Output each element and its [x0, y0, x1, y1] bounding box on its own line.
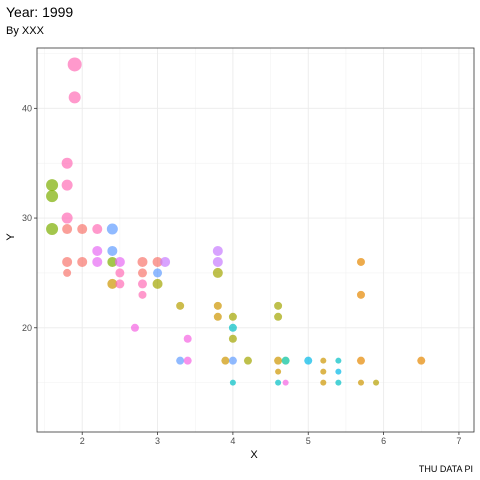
- data-point: [46, 190, 59, 203]
- data-point: [228, 323, 237, 332]
- chart-title: Year: 1999: [6, 4, 73, 20]
- data-point: [106, 223, 118, 235]
- data-point: [67, 57, 82, 72]
- data-point: [160, 256, 171, 267]
- data-point: [92, 245, 103, 256]
- data-point: [137, 268, 147, 278]
- data-point: [176, 356, 185, 365]
- data-point: [115, 279, 125, 289]
- data-point: [77, 256, 88, 267]
- grid-lines: [37, 48, 474, 432]
- data-point: [115, 268, 125, 278]
- data-point: [274, 356, 283, 365]
- data-point: [275, 379, 282, 386]
- data-point: [228, 334, 237, 343]
- data-point: [281, 356, 290, 365]
- data-point: [213, 312, 222, 321]
- data-point: [153, 268, 163, 278]
- data-point: [212, 245, 223, 256]
- data-point: [183, 334, 192, 343]
- x-axis-title: X: [250, 449, 258, 461]
- data-point: [61, 157, 73, 169]
- x-tick-label: 2: [80, 436, 85, 446]
- data-point: [212, 267, 223, 278]
- data-point: [213, 301, 222, 310]
- data-point: [320, 368, 327, 375]
- data-point: [77, 224, 88, 235]
- data-point: [176, 301, 185, 310]
- data-point: [152, 278, 163, 289]
- y-tick-label: 30: [22, 213, 32, 223]
- data-point: [138, 290, 147, 299]
- data-point: [373, 379, 380, 386]
- data-point: [335, 379, 342, 386]
- data-point: [62, 224, 73, 235]
- data-point: [130, 323, 139, 332]
- data-point: [417, 356, 426, 365]
- data-point: [212, 256, 223, 267]
- data-point: [228, 312, 237, 321]
- data-point: [107, 256, 118, 267]
- data-point: [183, 356, 192, 365]
- data-point: [282, 379, 289, 386]
- data-point: [62, 256, 73, 267]
- data-point: [61, 212, 73, 224]
- data-point: [357, 379, 364, 386]
- plot-panel-border: [36, 47, 475, 433]
- data-point: [275, 368, 282, 375]
- data-point: [107, 245, 118, 256]
- data-point: [107, 278, 118, 289]
- y-tick-label: 20: [22, 323, 32, 333]
- data-point: [356, 290, 365, 299]
- data-point: [228, 356, 237, 365]
- data-point: [229, 379, 236, 386]
- data-point: [320, 379, 327, 386]
- data-point: [274, 301, 283, 310]
- data-point: [61, 179, 73, 191]
- x-tick-label: 3: [155, 436, 160, 446]
- data-point: [335, 357, 342, 364]
- data-point: [92, 256, 103, 267]
- data-point: [356, 356, 365, 365]
- data-point: [304, 356, 313, 365]
- data-point: [92, 224, 103, 235]
- data-point: [46, 223, 59, 236]
- data-point: [137, 279, 147, 289]
- data-point: [114, 256, 125, 267]
- data-points: [46, 57, 426, 386]
- data-point: [137, 256, 148, 267]
- x-tick-label: 4: [230, 436, 235, 446]
- data-point: [243, 356, 252, 365]
- data-point: [63, 268, 72, 277]
- chart-subtitle: By XXX: [6, 25, 45, 37]
- x-tick-label: 6: [381, 436, 386, 446]
- data-point: [356, 257, 365, 266]
- data-point: [274, 312, 283, 321]
- data-point: [68, 91, 81, 104]
- data-point: [221, 356, 230, 365]
- chart-caption: THU DATA PI: [419, 464, 473, 474]
- x-tick-label: 7: [456, 436, 461, 446]
- axis-ticks: 2 3 4 5 6 7 20 30 40: [22, 103, 461, 446]
- data-point: [152, 256, 163, 267]
- y-tick-label: 40: [22, 103, 32, 113]
- x-tick-label: 5: [306, 436, 311, 446]
- data-point: [335, 368, 342, 375]
- data-point: [46, 179, 59, 192]
- y-axis-title: Y: [5, 233, 17, 241]
- data-point: [320, 357, 327, 364]
